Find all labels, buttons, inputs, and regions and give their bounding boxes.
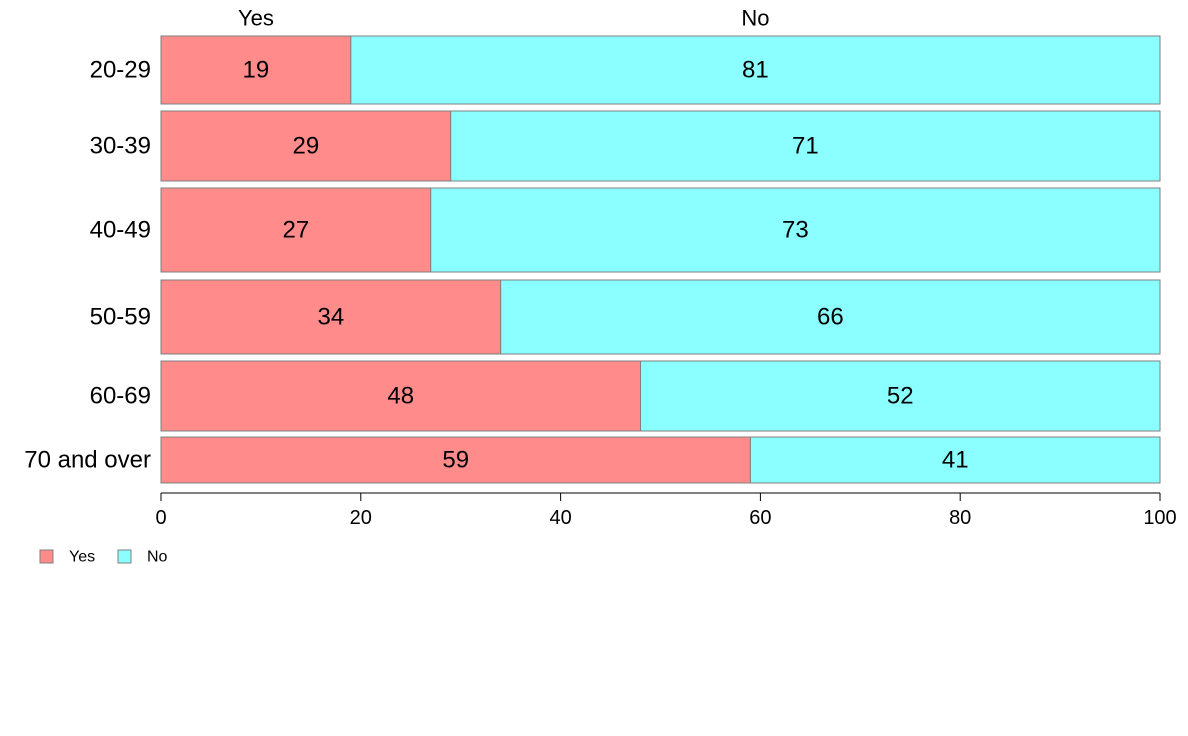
bar-no-60-69 <box>640 360 1161 432</box>
bar-no-50-59 <box>500 279 1161 355</box>
data-label: 29 <box>293 133 320 160</box>
category-labels: 20-29 30-39 40-49 50-59 60-69 70 and over <box>24 57 151 474</box>
data-label: 59 <box>442 447 469 474</box>
x-tick-label: 20 <box>350 507 372 529</box>
legend-label: No <box>147 549 168 566</box>
legend-swatch-no <box>117 549 132 564</box>
data-label: 48 <box>387 383 414 410</box>
bar-no-40-49 <box>430 187 1161 273</box>
x-tick-label: 60 <box>749 507 771 529</box>
legend-swatch-yes <box>39 549 54 564</box>
column-header-labels: Yes No <box>238 6 770 31</box>
x-tick-label: 100 <box>1143 507 1176 529</box>
data-label: 41 <box>942 447 969 474</box>
category-label: 60-69 <box>90 383 151 410</box>
data-label: 52 <box>887 383 914 410</box>
bar-no-30-39 <box>450 110 1161 182</box>
bar-yes-50-59 <box>160 279 502 355</box>
x-axis: 0 20 40 60 80 100 <box>155 492 1177 529</box>
data-label: 66 <box>817 304 844 331</box>
x-tick-label: 40 <box>549 507 571 529</box>
column-header-label: No <box>741 6 769 31</box>
bars-group: 19 81 29 71 27 73 34 66 48 52 59 41 <box>160 35 1161 484</box>
bar-yes-30-39 <box>160 110 452 182</box>
x-tick-label: 0 <box>155 507 166 529</box>
data-label: 19 <box>243 57 270 84</box>
legend-label: Yes <box>69 549 95 566</box>
data-label: 81 <box>742 57 769 84</box>
bar-no-20-29 <box>350 35 1161 105</box>
category-label: 50-59 <box>90 304 151 331</box>
data-label: 27 <box>283 217 310 244</box>
bar-yes-20-29 <box>160 35 352 105</box>
category-label: 40-49 <box>90 217 151 244</box>
x-tick-label: 80 <box>949 507 971 529</box>
bar-no-70-and-over <box>749 436 1161 484</box>
data-label: 34 <box>317 304 344 331</box>
bar-yes-40-49 <box>160 187 432 273</box>
bar-yes-60-69 <box>160 360 642 432</box>
category-label: 30-39 <box>90 133 151 160</box>
data-label: 73 <box>782 217 809 244</box>
data-label: 71 <box>792 133 819 160</box>
category-label: 20-29 <box>90 57 151 84</box>
column-header-label: Yes <box>238 6 274 31</box>
category-label: 70 and over <box>24 447 151 474</box>
legend: Yes No <box>39 549 168 566</box>
